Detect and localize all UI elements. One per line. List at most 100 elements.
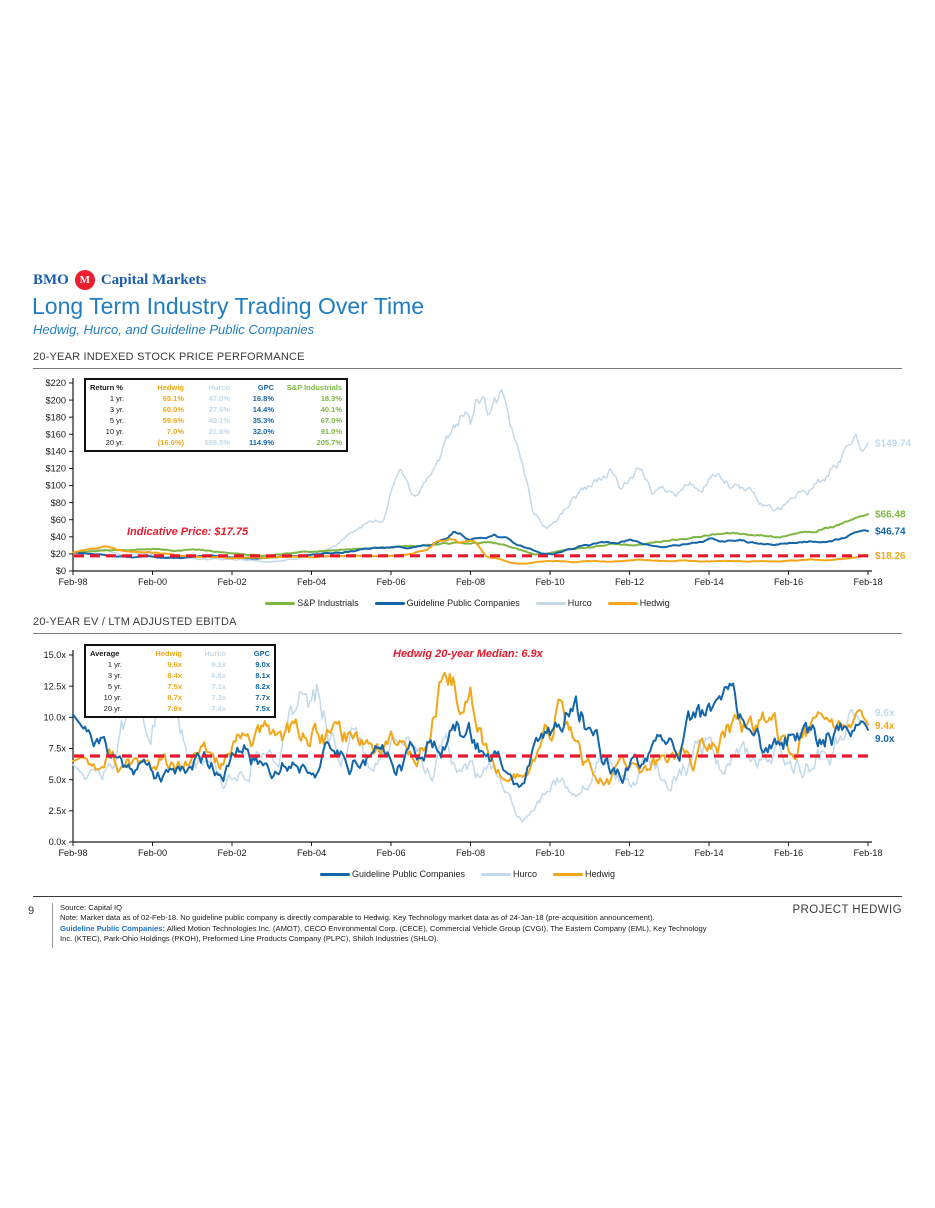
stats-data-row: 10 yr. 8.7x 7.3x 7.7x	[90, 692, 270, 703]
price-chart-legend: S&P Industrials Guideline Public Companie…	[33, 598, 902, 608]
x-tick-label: Feb-06	[376, 577, 405, 587]
stats-header-row: Return % Hedwig Hurco GPC S&P Industrials	[90, 382, 342, 393]
page-number: 9	[28, 905, 35, 917]
y-tick-label: 10.0x	[44, 713, 67, 723]
stats-cell: 9.6x	[167, 660, 182, 669]
legend-swatch	[319, 872, 350, 876]
stats-data-row: 1 yr. 65.1% 47.0% 16.8% 18.3%	[90, 393, 342, 404]
stats-cell: 205.7%	[316, 438, 342, 447]
stats-cell: 8.1x	[255, 671, 270, 680]
bmo-logo: BMO M Capital Markets	[33, 270, 206, 290]
x-tick-label: Feb-04	[297, 848, 326, 858]
section-title-ev-ebitda: 20-YEAR EV / LTM ADJUSTED EBITDA	[33, 616, 902, 634]
x-tick-label: Feb-98	[58, 848, 87, 858]
legend-item: Hurco	[535, 598, 592, 608]
stats-cell: 10 yr.	[105, 427, 124, 436]
stats-cell: Average	[90, 649, 120, 658]
bmo-roundel-letter: M	[79, 274, 91, 286]
y-tick-label: $0	[56, 566, 66, 576]
x-tick-label: Feb-18	[853, 848, 882, 858]
end-value-label: $18.26	[875, 551, 906, 562]
stats-cell: GPC	[257, 383, 274, 392]
indicative-price-label: Indicative Price: $17.75	[127, 526, 249, 538]
legend-label: Guideline Public Companies	[351, 869, 466, 879]
stats-cell: 21.6%	[208, 427, 230, 436]
stats-cell: 65.1%	[162, 394, 184, 403]
stats-cell: 20 yr.	[105, 438, 124, 447]
legend-item: Hurco	[481, 869, 537, 879]
y-tick-label: 0.0x	[49, 837, 67, 847]
x-tick-label: Feb-98	[58, 577, 87, 587]
legend-item: Guideline Public Companies	[319, 869, 466, 879]
stats-cell: 9.0x	[255, 660, 270, 669]
y-tick-label: 7.5x	[49, 744, 67, 754]
stats-cell: 20 yr.	[103, 704, 122, 713]
x-tick-label: Feb-04	[297, 577, 326, 587]
footer-rule	[33, 896, 902, 897]
stats-cell: 35.3%	[252, 416, 274, 425]
x-tick-label: Feb-00	[138, 577, 167, 587]
return-table: Return % Hedwig Hurco GPC S&P Industrials 1 y…	[84, 378, 348, 452]
legend-item: Hedwig	[553, 869, 615, 879]
stats-cell: 16.8%	[252, 394, 274, 403]
legend-label: Hedwig	[585, 869, 616, 879]
page-title: Long Term Industry Trading Over Time	[32, 293, 425, 319]
end-value-label: $66.48	[875, 510, 906, 521]
footnotes: Source: Capital IQ Note: Market data as …	[60, 903, 720, 944]
stats-data-row: 5 yr. 59.6% 49.1% 35.3% 67.0%	[90, 415, 342, 426]
stats-cell: 7.3x	[211, 693, 226, 702]
stats-cell: 7.9x	[167, 704, 182, 713]
legend-item: S&P Industrials	[265, 598, 359, 608]
stats-cell: 59.6%	[162, 416, 184, 425]
median-label: Hedwig 20-year Median: 6.9x	[393, 648, 543, 660]
y-tick-label: $220	[46, 378, 66, 388]
stats-cell: 10 yr.	[103, 693, 122, 702]
stats-cell: 40.1%	[320, 405, 342, 414]
footer-divider	[52, 903, 53, 948]
stats-cell: Hedwig	[155, 649, 182, 658]
y-tick-label: 15.0x	[44, 650, 67, 660]
stats-cell: 7.7x	[255, 693, 270, 702]
x-tick-label: Feb-12	[615, 577, 644, 587]
stats-cell: 60.0%	[162, 405, 184, 414]
stats-cell: 3 yr.	[109, 405, 124, 414]
stats-cell: 7.1x	[211, 682, 226, 691]
y-tick-label: $40	[51, 532, 66, 542]
footnote-source: Source: Capital IQ	[60, 903, 123, 912]
project-name: PROJECT HEDWIG	[792, 904, 902, 916]
average-table: Average Hedwig Hurco GPC 1 yr. 9.6x 9.1x 9.0x 3 …	[84, 644, 276, 718]
end-value-label: $46.74	[875, 527, 906, 538]
stats-cell: 18.3%	[320, 394, 342, 403]
stats-cell: 7.4x	[211, 704, 226, 713]
stats-cell: 3 yr.	[107, 671, 122, 680]
x-tick-label: Feb-10	[535, 848, 564, 858]
stats-cell: Hurco	[208, 383, 230, 392]
page-subtitle: Hedwig, Hurco, and Guideline Public Comp…	[33, 322, 315, 337]
stats-cell: GPC	[253, 649, 270, 658]
stats-cell: 7.0%	[166, 427, 184, 436]
legend-label: S&P Industrials	[297, 598, 359, 608]
stats-cell: 32.0%	[252, 427, 274, 436]
x-tick-label: Feb-02	[217, 848, 246, 858]
legend-label: Guideline Public Companies	[406, 598, 520, 608]
stats-cell: 7.5x	[167, 682, 182, 691]
legend-swatch	[481, 872, 512, 876]
end-value-label: $149.74	[875, 439, 912, 450]
y-tick-label: $160	[46, 429, 66, 439]
legend-swatch	[374, 601, 405, 605]
end-value-label: 9.6x	[875, 708, 895, 719]
stats-data-row: 3 yr. 8.4x 6.8x 8.1x	[90, 670, 270, 681]
end-value-label: 9.4x	[875, 721, 895, 732]
stats-cell: 27.6%	[208, 405, 230, 414]
series-line-hurco	[72, 388, 869, 563]
stats-cell: 7.5x	[255, 704, 270, 713]
bmo-capital-markets-label: Capital Markets	[100, 271, 207, 288]
legend-swatch	[265, 601, 296, 605]
y-tick-label: 2.5x	[49, 806, 67, 816]
x-tick-label: Feb-16	[774, 848, 803, 858]
x-tick-label: Feb-10	[535, 577, 564, 587]
footnote-gpc-label: Guideline Public Companies:	[60, 923, 166, 933]
bmo-roundel-icon: M	[74, 270, 95, 290]
stats-cell: Hurco	[204, 649, 226, 658]
stats-data-row: 20 yr. (16.0%) 588.5% 114.9% 205.7%	[90, 437, 342, 448]
